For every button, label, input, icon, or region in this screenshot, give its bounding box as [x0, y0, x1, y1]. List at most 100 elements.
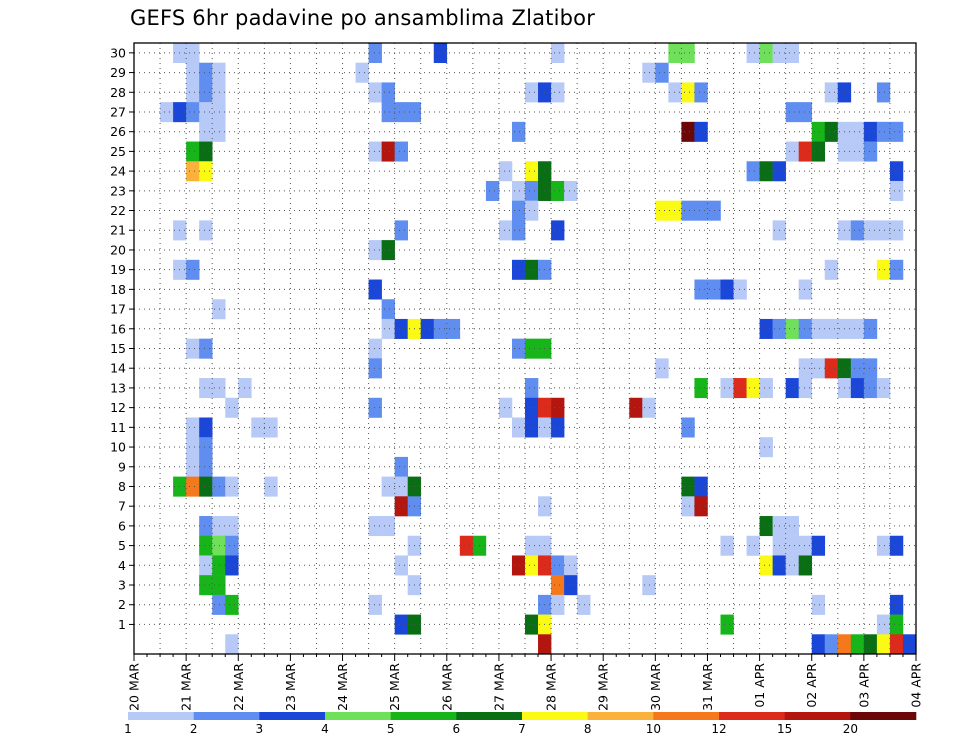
- legend-label: 1: [124, 722, 132, 736]
- x-tick-label: 31 MAR: [700, 663, 715, 711]
- y-tick-label: 26: [110, 124, 126, 139]
- heatmap-cell: [694, 200, 708, 221]
- heatmap-cell: [394, 555, 408, 576]
- heatmap-cell: [525, 200, 539, 221]
- y-tick-label: 12: [110, 400, 126, 415]
- heatmap-cell: [785, 141, 799, 162]
- heatmap-cell: [525, 555, 539, 576]
- x-tick-label: 04 APR: [909, 663, 924, 708]
- heatmap-cell: [394, 220, 408, 241]
- heatmap-cell: [798, 358, 813, 379]
- heatmap-cell: [251, 417, 265, 438]
- heatmap-cell: [876, 82, 891, 103]
- heatmap-cell: [811, 121, 826, 142]
- legend-swatch: [784, 712, 851, 720]
- heatmap-cell: [798, 555, 813, 576]
- heatmap-cell: [551, 555, 565, 576]
- heatmap-cell: [525, 161, 539, 182]
- heatmap-cell: [511, 180, 526, 201]
- y-tick-label: 28: [110, 85, 126, 100]
- x-tick-label: 27 MAR: [491, 663, 506, 711]
- heatmap-cell: [759, 43, 773, 64]
- y-tick-label: 23: [110, 183, 126, 198]
- y-tick-label: 21: [110, 223, 126, 238]
- heatmap-cell: [186, 338, 200, 359]
- y-tick-label: 11: [110, 420, 126, 435]
- heatmap-cell: [798, 279, 813, 300]
- legend-label: 12: [711, 722, 726, 736]
- legend-label: 10: [646, 722, 661, 736]
- heatmap-cell: [446, 318, 461, 339]
- heatmap-cell: [212, 575, 226, 596]
- heatmap-cell: [681, 417, 695, 438]
- heatmap-cell: [746, 535, 760, 556]
- heatmap-cell: [212, 594, 226, 615]
- heatmap-cell: [863, 318, 878, 339]
- x-tick-label: 23 MAR: [283, 663, 298, 711]
- legend-label: 15: [777, 722, 792, 736]
- y-tick-label: 5: [118, 538, 126, 553]
- heatmap-cell: [368, 141, 382, 162]
- y-tick-label: 30: [110, 45, 126, 60]
- heatmap-cell: [681, 496, 695, 517]
- legend-swatch: [522, 712, 588, 720]
- x-tick-label: 25 MAR: [387, 663, 402, 711]
- x-tick-label: 26 MAR: [439, 663, 454, 711]
- heatmap-cell: [876, 378, 891, 399]
- heatmap-cell: [759, 161, 773, 182]
- heatmap-cell: [212, 62, 226, 83]
- heatmap-cell: [759, 516, 773, 537]
- y-tick-label: 13: [110, 380, 126, 395]
- heatmap-cell: [876, 121, 891, 142]
- heatmap-cell: [785, 516, 799, 537]
- heatmap-cell: [642, 62, 656, 83]
- heatmap-cell: [681, 200, 695, 221]
- heatmap-cell: [863, 141, 878, 162]
- heatmap-cell: [212, 121, 226, 142]
- heatmap-cell: [368, 594, 382, 615]
- heatmap-cell: [551, 82, 565, 103]
- heatmap-cell: [368, 279, 382, 300]
- y-tick-label: 22: [110, 203, 126, 218]
- heatmap-cell: [264, 417, 278, 438]
- heatmap-cell: [824, 634, 839, 655]
- heatmap-cell: [798, 102, 813, 123]
- heatmap-cell: [759, 318, 773, 339]
- heatmap-cell: [394, 102, 408, 123]
- heatmap-cell: [511, 121, 526, 142]
- heatmap-cell: [694, 279, 708, 300]
- heatmap-cell: [199, 535, 213, 556]
- heatmap-cell: [212, 378, 226, 399]
- heatmap-cell: [186, 417, 200, 438]
- heatmap-cell: [538, 634, 552, 655]
- legend-swatch: [325, 712, 391, 720]
- legend-swatch: [653, 712, 720, 720]
- heatmap-cell: [811, 535, 826, 556]
- heatmap-cell: [564, 555, 578, 576]
- heatmap-cell: [355, 62, 369, 83]
- grid-lines: [134, 43, 916, 654]
- heatmap-cell: [863, 634, 878, 655]
- heatmap-cell: [889, 614, 904, 635]
- heatmap-cell: [850, 141, 865, 162]
- heatmap-cell: [668, 200, 682, 221]
- heatmap-cell: [498, 161, 513, 182]
- heatmap-cell: [511, 417, 526, 438]
- heatmap-cell: [668, 82, 682, 103]
- heatmap-cell: [525, 180, 539, 201]
- heatmap-cell: [785, 555, 799, 576]
- y-tick-label: 8: [118, 479, 126, 494]
- heatmap-cell: [368, 240, 382, 261]
- heatmap-cell: [381, 299, 395, 320]
- y-tick-label: 1: [118, 617, 126, 632]
- heatmap-cell: [199, 555, 213, 576]
- heatmap-cell: [876, 259, 891, 280]
- heatmap-cell: [381, 240, 395, 261]
- heatmap-cell: [420, 318, 435, 339]
- heatmap-cell: [642, 575, 656, 596]
- color-legend: 1 2 3 4 5 6 7 8 10 12 15 20: [124, 712, 917, 736]
- heatmap-cell: [264, 476, 278, 497]
- heatmap-cell: [511, 220, 526, 241]
- heatmap-cell: [889, 634, 904, 655]
